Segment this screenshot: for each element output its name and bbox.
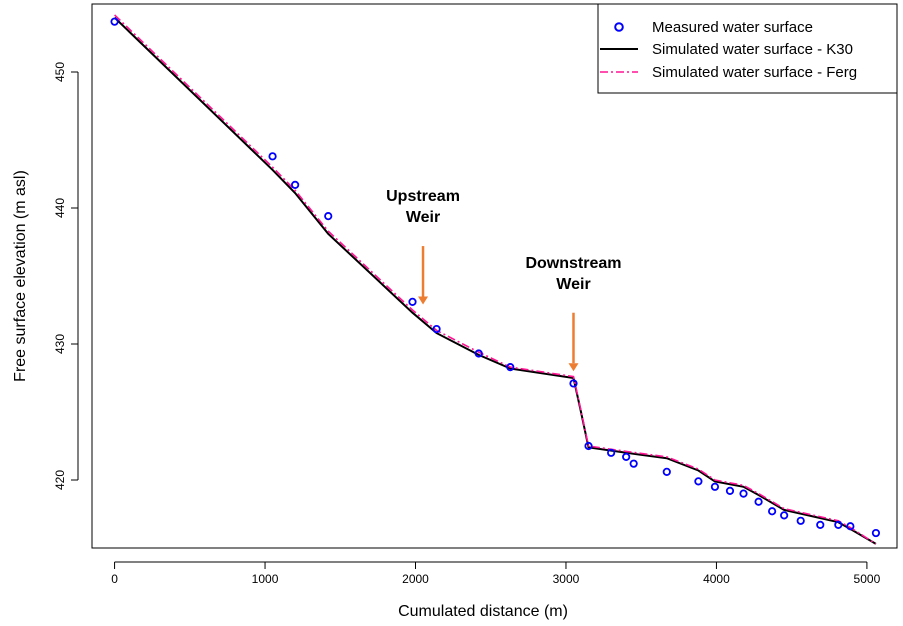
data-point [768,507,777,516]
x-tick-label: 1000 [252,572,279,586]
legend-label: Measured water surface [652,19,813,36]
data-point [846,522,855,531]
data-point [432,324,441,334]
annotation-label: Downstream [525,255,621,272]
annotation-label: Weir [406,209,440,226]
y-tick-label: 440 [53,198,67,218]
y-axis-label: Free surface elevation (m asl) [12,170,29,382]
data-point [584,441,593,451]
data-point [816,520,825,529]
data-point [324,212,333,221]
data-point [291,180,300,189]
series-group [110,14,881,545]
data-point [607,448,616,457]
y-tick-label: 420 [53,470,67,490]
x-tick-label: 5000 [854,572,881,586]
series-line-ferg [114,14,877,545]
y-tick-label: 430 [53,334,67,354]
legend-box [597,3,898,94]
annotation-label: Weir [556,276,590,293]
legend-label: Simulated water surface - Ferg [652,64,857,81]
data-point [780,511,789,520]
data-point [662,467,671,476]
annotation-arrow-head [568,363,579,372]
data-point [739,489,748,498]
data-point [871,528,881,538]
data-point [474,349,483,358]
data-point [268,152,277,161]
data-point [710,482,720,491]
data-point [408,297,417,306]
plot-frame [91,3,898,549]
x-tick-label: 4000 [703,572,730,586]
series-line-k30 [113,16,877,545]
data-point [834,520,843,529]
x-tick-label: 3000 [553,572,580,586]
x-axis-label: Cumulated distance (m) [398,603,568,620]
annotation-arrow-head [418,296,429,305]
data-point [725,486,735,495]
data-point [694,477,703,486]
data-point [796,516,805,525]
data-point [622,452,631,461]
x-tick-label: 0 [111,572,118,586]
data-point [569,379,578,388]
y-tick-label: 450 [53,62,67,82]
data-point [629,459,638,468]
data-point [506,363,515,372]
x-tick-label: 2000 [402,572,429,586]
data-point [110,17,119,26]
legend-label: Simulated water surface - K30 [652,41,853,58]
data-point [754,497,763,506]
legend-swatch-measured [614,22,624,32]
chart-marks: 0 1000 2000 3000 4000 5000 420 430 440 450 Upstrea… [53,3,898,586]
annotation-label: Upstream [386,188,460,205]
